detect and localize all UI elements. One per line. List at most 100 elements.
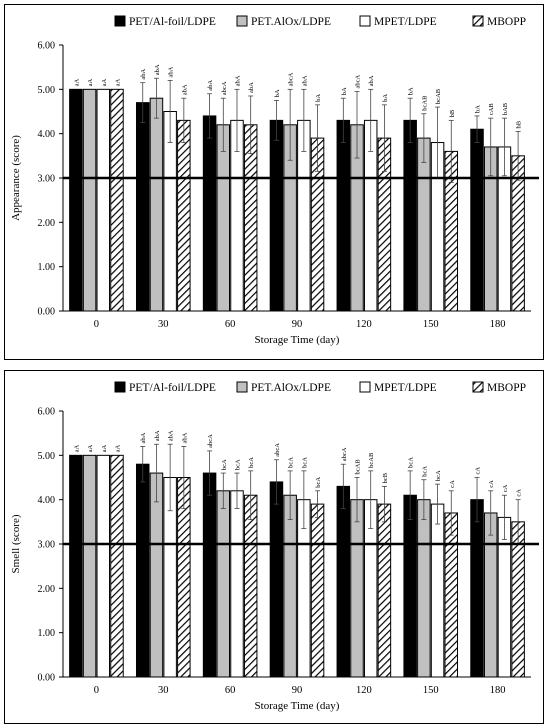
significance-label: cA xyxy=(488,480,495,488)
bar xyxy=(430,503,445,678)
y-axis-label: Smell (score) xyxy=(10,514,22,573)
significance-label: bcA xyxy=(421,466,428,477)
bar xyxy=(135,463,150,678)
legend-label: MPET/LDPE xyxy=(374,16,437,28)
x-tick-label: 0 xyxy=(94,319,99,330)
significance-label: bA xyxy=(382,94,389,102)
x-tick-label: 150 xyxy=(423,319,439,330)
significance-label: bcA xyxy=(408,457,415,468)
bar xyxy=(417,137,431,312)
bar xyxy=(82,88,97,312)
significance-label: aA xyxy=(73,78,80,86)
x-tick-label: 180 xyxy=(490,685,506,696)
significance-label: abA xyxy=(140,69,147,80)
bar xyxy=(470,128,484,312)
bar xyxy=(216,490,231,678)
significance-label: bB xyxy=(516,120,523,128)
significance-label: cA xyxy=(449,480,456,488)
significance-label: abA xyxy=(168,66,175,77)
legend-item: PET.AlOx/LDPE xyxy=(236,381,331,394)
y-tick-label: 0.00 xyxy=(38,307,56,318)
significance-label: aA xyxy=(73,444,80,452)
legend-label: PET.AlOx/LDPE xyxy=(251,16,331,28)
significance-label: abcA xyxy=(221,81,228,95)
y-tick-label: 5.00 xyxy=(38,85,56,96)
bar xyxy=(69,88,83,312)
significance-label: bcAB xyxy=(421,95,428,111)
smell-chart-panel: PET/Al-foil/LDPE PET.AlOx/LDPE MPET/LDPE MB… xyxy=(4,370,544,724)
significance-label: bA xyxy=(274,89,281,97)
bar xyxy=(269,119,284,312)
y-tick-label: 4.00 xyxy=(38,129,56,140)
significance-label: aA xyxy=(101,444,108,452)
bar xyxy=(483,512,498,678)
significance-label: abcA xyxy=(274,443,281,457)
legend-item: PET/Al-foil/LDPE xyxy=(114,381,216,394)
smell-chart: PET/Al-foil/LDPE PET.AlOx/LDPE MPET/LDPE MB… xyxy=(10,381,539,712)
legend-item: PET.AlOx/LDPE xyxy=(236,15,331,28)
y-tick-label: 4.00 xyxy=(38,495,56,506)
appearance-chart: PET/Al-foil/LDPE PET.AlOx/LDPE MPET/LDPE MB… xyxy=(10,15,539,346)
x-tick-label: 120 xyxy=(356,319,372,330)
bar xyxy=(177,119,191,312)
bar xyxy=(96,454,111,678)
significance-label: abA xyxy=(181,432,188,443)
bar xyxy=(336,119,351,312)
significance-label: bAB xyxy=(502,102,509,115)
x-tick-label: 120 xyxy=(356,685,372,696)
bar xyxy=(216,124,231,312)
x-tick-label: 90 xyxy=(292,319,303,330)
bar xyxy=(110,454,124,678)
legend-swatch xyxy=(236,381,248,393)
x-tick-label: 0 xyxy=(94,685,99,696)
y-tick-label: 3.00 xyxy=(38,174,56,185)
significance-label: cA xyxy=(502,484,509,492)
significance-label: aA xyxy=(87,444,94,452)
y-tick-label: 6.00 xyxy=(38,41,56,52)
x-tick-label: 30 xyxy=(158,685,169,696)
significance-label: bB xyxy=(449,109,456,117)
bar xyxy=(444,512,459,678)
x-tick-label: 150 xyxy=(423,685,439,696)
x-axis-label: Storage Time (day) xyxy=(255,334,340,346)
y-tick-label: 2.00 xyxy=(38,584,56,595)
significance-label: abcA xyxy=(207,434,214,448)
bar xyxy=(149,472,164,678)
legend-item: MBOPP xyxy=(472,381,526,394)
x-tick-label: 60 xyxy=(225,319,236,330)
significance-label: bcA xyxy=(248,457,255,468)
significance-label: bA xyxy=(475,105,482,113)
bar xyxy=(269,481,284,678)
bar xyxy=(283,494,297,678)
bar xyxy=(202,472,217,678)
bar xyxy=(82,454,97,678)
significance-label: cA xyxy=(516,489,523,497)
legend-swatch xyxy=(472,15,484,27)
significance-label: abA xyxy=(301,75,308,86)
bar xyxy=(350,499,364,678)
bar xyxy=(69,454,83,678)
significance-label: abcA xyxy=(341,447,348,461)
significance-label: abcA xyxy=(355,75,362,89)
legend-swatch xyxy=(236,15,248,27)
significance-label: cAB xyxy=(488,103,495,116)
bar xyxy=(336,485,351,678)
significance-label: bcA xyxy=(301,457,308,468)
significance-label: abA xyxy=(207,80,214,91)
significance-label: aA xyxy=(101,78,108,86)
legend-label: MPET/LDPE xyxy=(374,382,437,394)
bar xyxy=(470,499,484,678)
significance-label: abA xyxy=(168,430,175,441)
y-axis-label: Appearance (score) xyxy=(10,135,22,221)
bar xyxy=(149,97,164,312)
bar xyxy=(110,88,124,312)
significance-label: abA xyxy=(368,75,375,86)
x-tick-label: 90 xyxy=(292,685,303,696)
significance-label: bcA xyxy=(234,459,241,470)
y-tick-label: 6.00 xyxy=(38,407,56,418)
legend-item: PET/Al-foil/LDPE xyxy=(114,15,216,28)
legend-item: MPET/LDPE xyxy=(359,15,437,28)
bar xyxy=(96,88,111,312)
significance-label: abA xyxy=(154,64,161,75)
significance-label: bA xyxy=(408,87,415,95)
